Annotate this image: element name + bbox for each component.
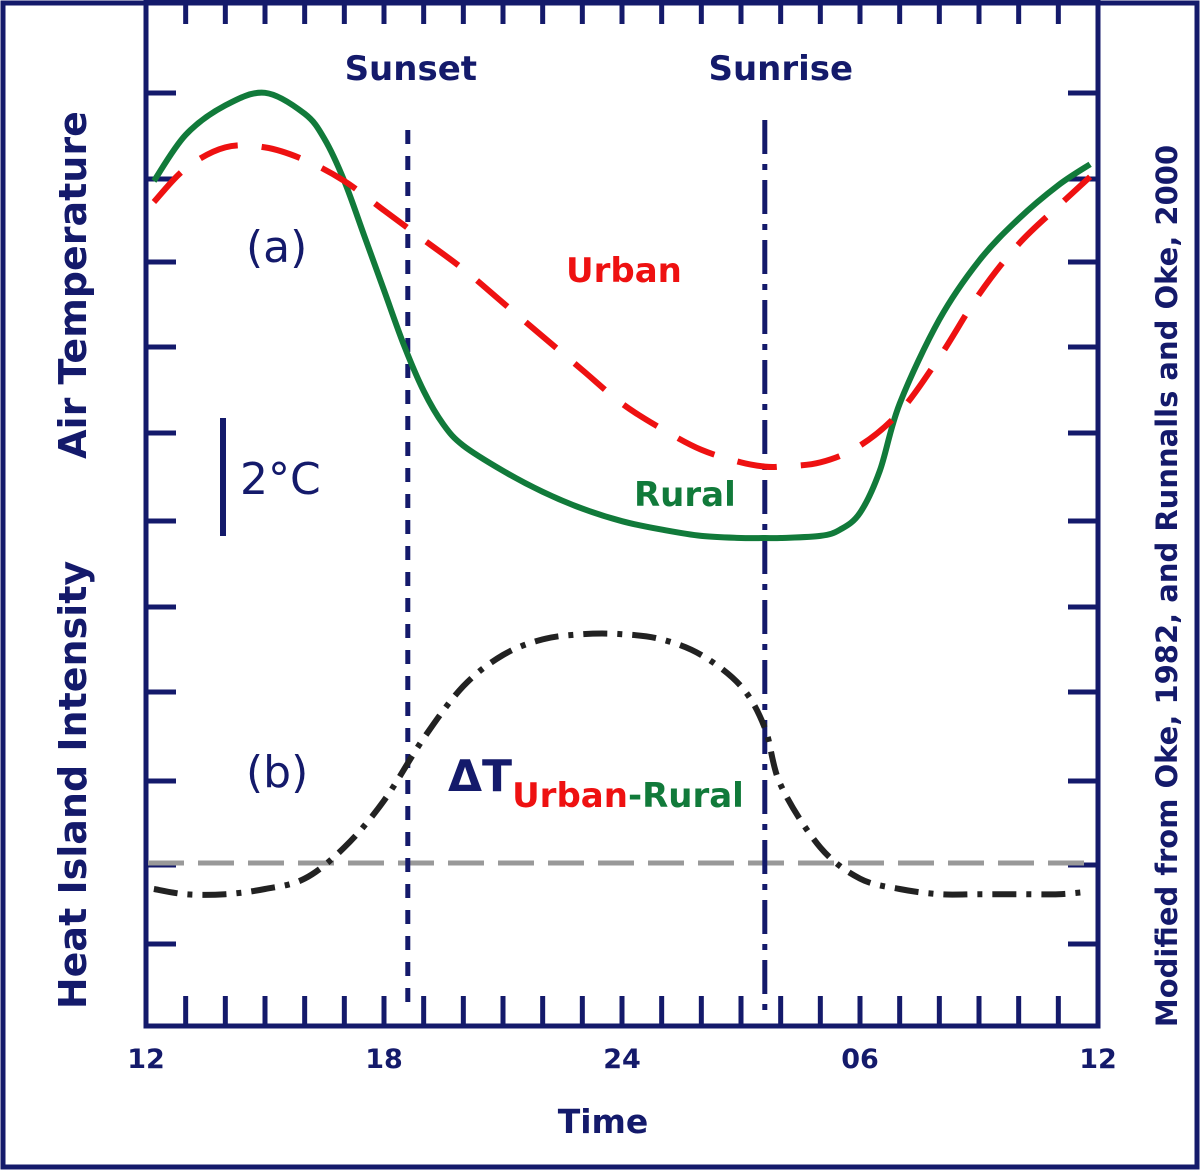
delta-t-series-line xyxy=(153,630,1091,898)
x-axis-label: Time xyxy=(558,1102,649,1141)
y-label-air-temperature: Air Temperature xyxy=(51,111,95,459)
delta-t-dash: - xyxy=(628,776,642,816)
x-tick-label: 06 xyxy=(841,1044,879,1075)
panel-label-a: (a) xyxy=(246,222,307,273)
sunrise-label: Sunrise xyxy=(708,49,853,89)
panel-label-b: (b) xyxy=(246,747,308,798)
delta-t-label: ΔTUrban-Rural xyxy=(448,751,744,816)
x-tick-label: 24 xyxy=(603,1044,641,1075)
urban-series-label: Urban xyxy=(566,251,682,291)
scale-bar-label: 2°C xyxy=(240,454,321,505)
delta-t-rural-text: Rural xyxy=(642,776,744,816)
y-label-heat-island-intensity: Heat Island Intensity xyxy=(51,561,95,1010)
x-tick-label: 18 xyxy=(365,1044,403,1075)
delta-t-symbol: ΔT xyxy=(448,751,512,802)
rural-series-line xyxy=(151,89,1092,542)
urban-series-line xyxy=(151,142,1093,471)
delta-t-urban-text: Urban xyxy=(512,776,628,816)
x-tick-label: 12 xyxy=(127,1044,165,1075)
rural-series-label: Rural xyxy=(634,475,736,515)
x-tick-labels: 12 18 24 06 12 xyxy=(127,1044,1117,1075)
sunset-label: Sunset xyxy=(345,49,477,89)
axis-ticks xyxy=(146,0,1098,1026)
source-note: Modified from Oke, 1982, and Runnalls an… xyxy=(1150,145,1184,1027)
x-tick-label: 12 xyxy=(1079,1044,1117,1075)
